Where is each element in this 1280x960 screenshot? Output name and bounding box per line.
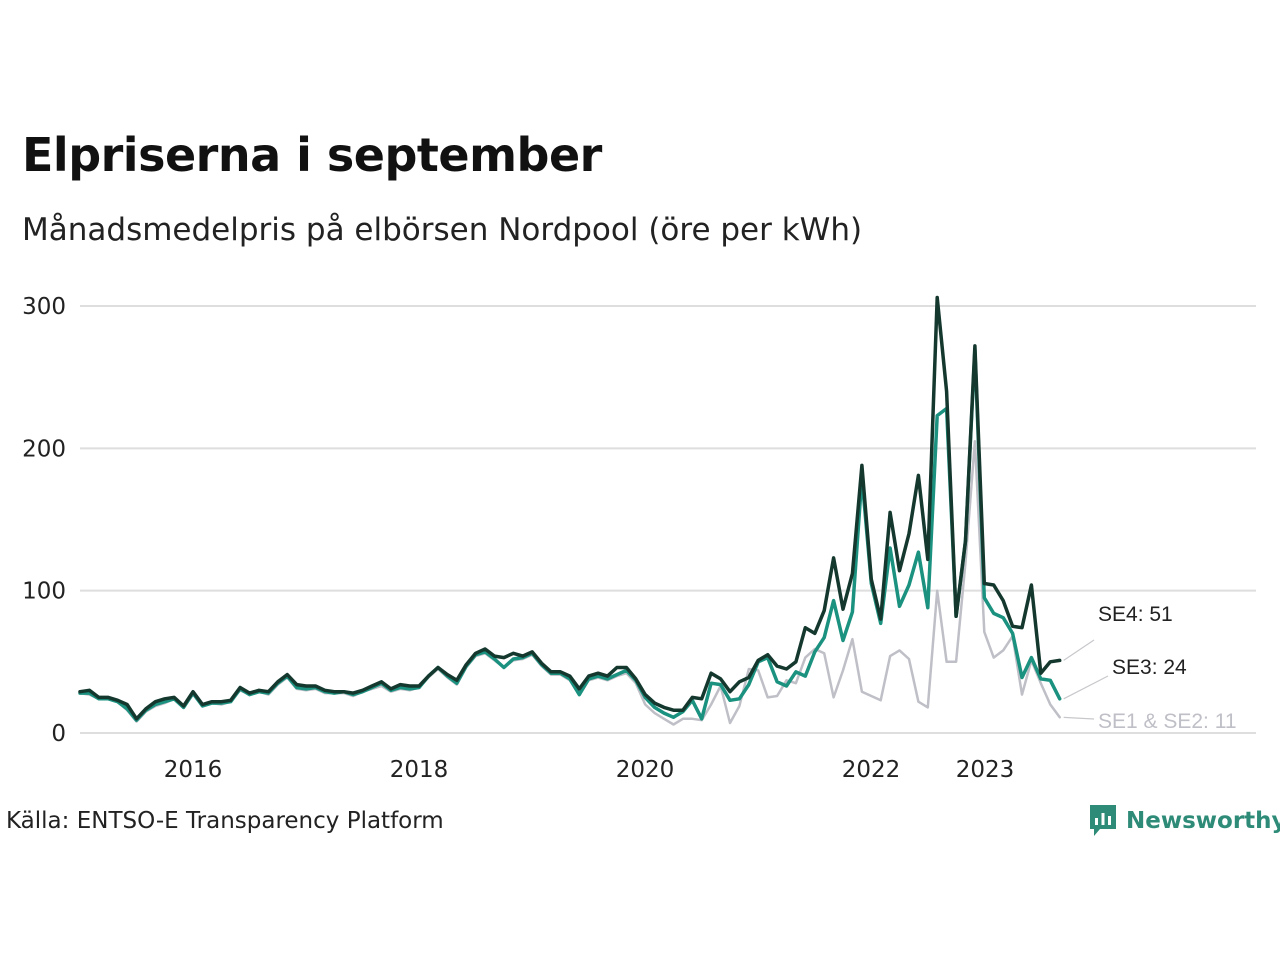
series-line-se4	[78, 295, 1062, 721]
x-tick-label: 2023	[956, 757, 1015, 783]
series-end-label: SE4: 51	[1098, 603, 1173, 626]
brand-logo: Newsworthy	[1088, 803, 1280, 839]
y-tick-label: 0	[51, 721, 66, 747]
x-tick-label: 2020	[616, 757, 675, 783]
source-note: Källa: ENTSO-E Transparency Platform	[6, 808, 444, 834]
series-end-label: SE3: 24	[1112, 656, 1187, 679]
series-end-label: SE1 & SE2: 11	[1098, 710, 1237, 733]
end-labels: SE1 & SE2: 11 SE3: 24 SE4: 51	[1063, 603, 1237, 733]
label-leader-line	[1063, 675, 1109, 700]
x-tick-label: 2016	[164, 757, 223, 783]
x-tick-label: 2018	[390, 757, 449, 783]
chart-title: Elpriserna i september	[22, 128, 602, 182]
brand-name: Newsworthy	[1126, 808, 1280, 834]
y-tick-label: 200	[22, 436, 66, 462]
grid-lines	[80, 305, 1256, 734]
chart-subtitle: Månadsmedelpris på elbörsen Nordpool (ör…	[22, 212, 863, 248]
label-leader-line	[1063, 639, 1095, 661]
label-leader-line	[1063, 716, 1095, 720]
series-lines	[78, 295, 1062, 726]
y-tick-label: 300	[22, 294, 66, 320]
x-axis-ticks: 2016 2018 2020 2022 2023	[164, 757, 1015, 783]
newsworthy-logo-icon	[1090, 805, 1116, 836]
series-line-se3	[78, 348, 1062, 722]
y-axis-ticks: 0 100 200 300	[22, 294, 66, 747]
x-tick-label: 2022	[842, 757, 901, 783]
y-tick-label: 100	[22, 579, 66, 605]
